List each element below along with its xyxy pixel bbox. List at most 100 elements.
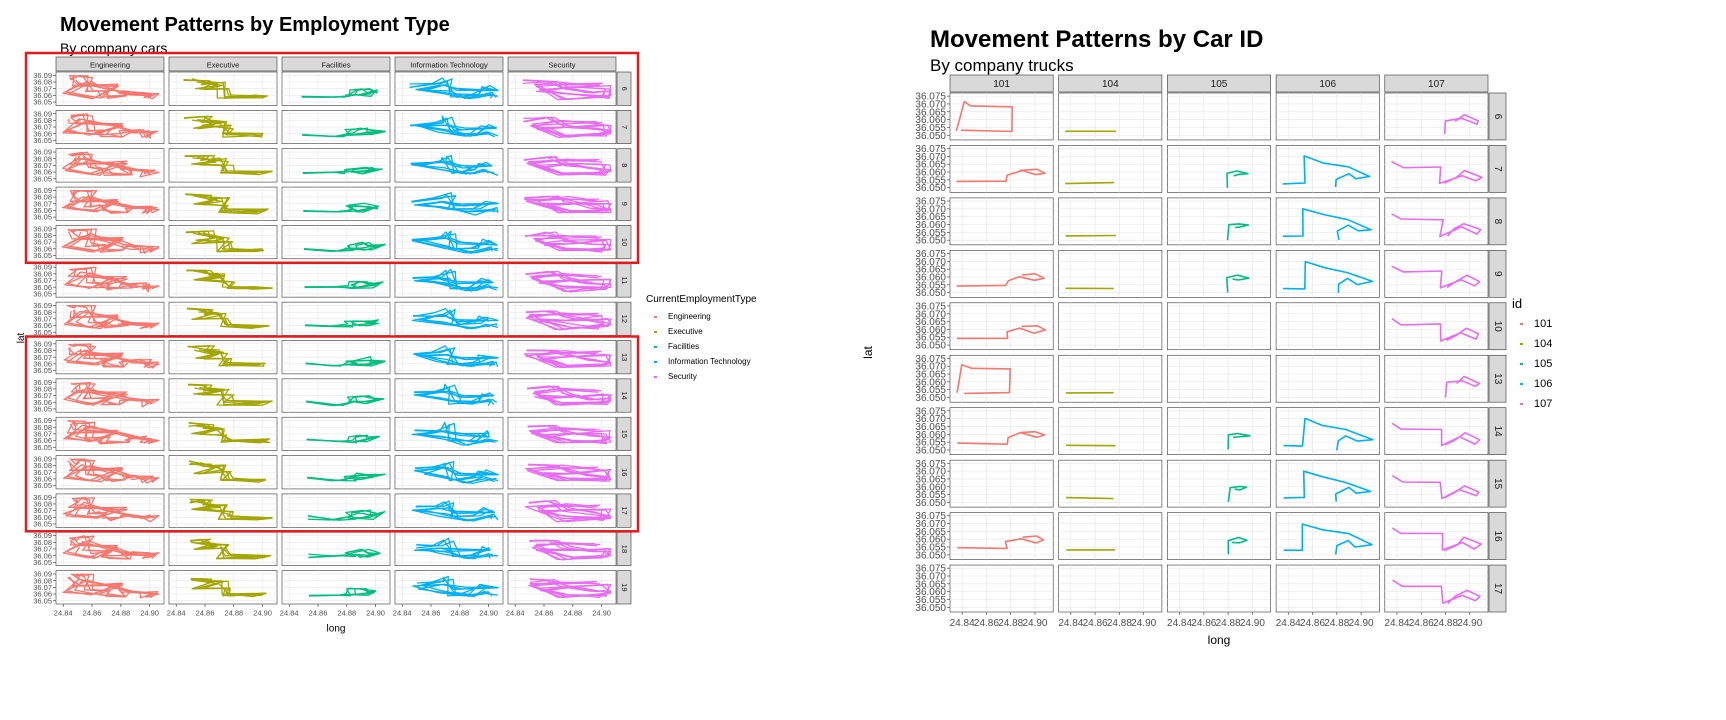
series-line xyxy=(63,305,160,329)
y-tick-label: 36.05 xyxy=(33,366,52,375)
y-tick-label: 36.060 xyxy=(915,168,946,179)
x-tick-label: 24.90 xyxy=(479,609,498,618)
x-tick-label: 24.84 xyxy=(167,609,186,618)
y-tick-label: 36.07 xyxy=(33,430,52,439)
facet-strip xyxy=(616,493,632,528)
series-line xyxy=(1066,496,1114,500)
facet-strip xyxy=(1488,354,1507,403)
series-line xyxy=(413,345,499,368)
series-line xyxy=(956,272,1045,287)
y-tick-label: 36.06 xyxy=(33,129,52,138)
facet-panel xyxy=(1275,354,1380,403)
series-line xyxy=(304,280,384,290)
x-tick-label: 24.88 xyxy=(224,609,243,618)
series-line xyxy=(1227,485,1248,503)
facet-strip-label: Security xyxy=(548,61,575,70)
legend-key xyxy=(1520,322,1523,325)
y-tick-label: 36.050 xyxy=(915,341,946,352)
series-line xyxy=(956,324,1047,340)
x-tick-label: 24.86 xyxy=(422,609,441,618)
series-line xyxy=(186,307,269,327)
y-tick-label: 36.070 xyxy=(915,572,946,583)
series-line xyxy=(62,151,152,176)
series-line xyxy=(412,576,499,597)
car-id-facet-grid: 101 104 105 106 107678910131415161736.05036.… xyxy=(861,74,1507,647)
facet-strip xyxy=(507,56,617,72)
series-line xyxy=(957,430,1046,446)
y-tick-label: 36.06 xyxy=(33,359,52,368)
legend-title: id xyxy=(1512,296,1523,311)
facet-panel xyxy=(1167,197,1271,246)
y-tick-label: 36.075 xyxy=(915,144,946,155)
series-line xyxy=(529,539,611,561)
series-line xyxy=(1283,417,1374,451)
facet-panel xyxy=(1275,250,1380,298)
series-line xyxy=(1391,265,1481,289)
series-line xyxy=(1391,527,1483,552)
y-tick-label: 36.065 xyxy=(915,422,946,433)
facet-panel xyxy=(1058,145,1163,193)
facet-strip-label: 19 xyxy=(620,583,629,591)
y-tick-label: 36.070 xyxy=(915,309,946,320)
series-line xyxy=(73,343,159,369)
series-line xyxy=(66,267,151,293)
series-line xyxy=(1282,155,1371,188)
chart-subtitle: By company trucks xyxy=(930,56,1074,75)
series-line xyxy=(1391,160,1483,185)
series-line xyxy=(187,345,265,367)
facet-strip xyxy=(1488,302,1507,351)
series-line xyxy=(409,78,499,99)
facet-strip-label: Executive xyxy=(207,61,240,70)
x-tick-label: 24.88 xyxy=(1324,618,1349,629)
facet-strip-label: 9 xyxy=(1492,271,1503,277)
y-tick-label: 36.070 xyxy=(915,362,946,373)
y-tick-label: 36.055 xyxy=(915,595,946,606)
y-tick-label: 36.05 xyxy=(33,213,52,222)
series-line xyxy=(184,115,263,138)
series-line xyxy=(73,266,156,290)
legend-title: CurrentEmploymentType xyxy=(646,294,757,305)
y-tick-label: 36.08 xyxy=(33,346,52,355)
x-tick-label: 24.88 xyxy=(1107,618,1132,629)
y-tick-label: 36.06 xyxy=(33,590,52,599)
y-tick-label: 36.075 xyxy=(915,511,946,522)
facet-strip-label: 11 xyxy=(620,277,629,285)
y-axis-label: lat xyxy=(861,346,875,359)
y-tick-label: 36.09 xyxy=(33,224,52,233)
x-tick-label: 24.88 xyxy=(337,609,356,618)
y-tick-label: 36.07 xyxy=(33,199,52,208)
series-line xyxy=(63,343,160,369)
facet-strip xyxy=(281,56,391,72)
facet-panel xyxy=(1058,407,1163,455)
series-line xyxy=(524,235,612,252)
series-line xyxy=(412,270,499,292)
y-tick-label: 36.070 xyxy=(915,257,946,268)
facet-strip xyxy=(1488,145,1507,193)
facet-strip xyxy=(1058,74,1163,93)
y-tick-label: 36.06 xyxy=(33,398,52,407)
x-axis-label: long xyxy=(327,624,346,635)
x-tick-label: 24.90 xyxy=(1131,618,1156,629)
y-tick-label: 36.05 xyxy=(33,405,52,414)
facet-panel xyxy=(1275,302,1380,351)
y-tick-label: 36.050 xyxy=(915,550,946,561)
y-tick-label: 36.075 xyxy=(915,197,946,208)
x-tick-label: 24.84 xyxy=(1167,618,1192,629)
x-tick-label: 24.90 xyxy=(1240,618,1265,629)
series-line xyxy=(527,424,612,443)
series-line xyxy=(71,497,151,520)
series-line xyxy=(303,205,379,213)
y-tick-label: 36.09 xyxy=(33,301,52,310)
series-line xyxy=(526,310,612,331)
series-line xyxy=(307,473,386,482)
series-line xyxy=(524,195,612,214)
y-tick-label: 36.055 xyxy=(915,490,946,501)
y-tick-label: 36.08 xyxy=(33,269,52,278)
facet-strip xyxy=(1488,459,1507,508)
facet-strip-label: Information Technology xyxy=(410,61,488,70)
y-tick-label: 36.050 xyxy=(915,445,946,456)
y-tick-label: 36.09 xyxy=(33,263,52,272)
legend-key xyxy=(1520,342,1523,345)
x-tick-label: 24.86 xyxy=(309,609,328,618)
y-tick-label: 36.06 xyxy=(33,206,52,215)
